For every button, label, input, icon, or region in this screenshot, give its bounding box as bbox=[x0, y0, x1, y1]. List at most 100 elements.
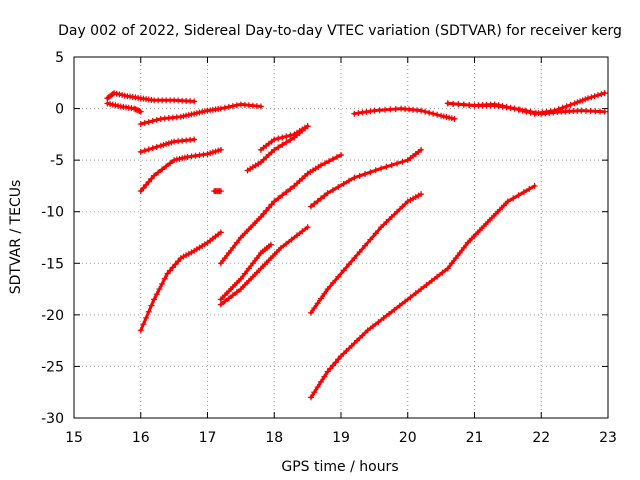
data-point-marker bbox=[141, 147, 148, 154]
data-point-marker bbox=[348, 342, 355, 349]
data-point-marker bbox=[201, 108, 208, 115]
data-point-marker bbox=[149, 145, 156, 152]
data-point-marker bbox=[225, 295, 232, 302]
data-point-marker bbox=[275, 144, 282, 151]
data-point-marker bbox=[380, 314, 387, 321]
data-point-marker bbox=[511, 105, 518, 112]
data-point-marker bbox=[378, 224, 385, 231]
data-point-marker bbox=[448, 115, 455, 122]
data-point-marker bbox=[311, 305, 318, 312]
data-point-marker bbox=[260, 210, 267, 217]
data-point-marker bbox=[184, 154, 191, 161]
data-point-marker bbox=[372, 230, 379, 237]
data-point-marker bbox=[145, 308, 152, 315]
data-point-marker bbox=[148, 175, 155, 182]
data-point-marker bbox=[321, 290, 328, 297]
data-point-marker bbox=[388, 162, 395, 169]
data-point-marker bbox=[241, 270, 248, 277]
data-point-marker bbox=[383, 163, 390, 170]
data-point-marker bbox=[476, 227, 483, 234]
data-point-marker bbox=[283, 133, 290, 140]
data-point-marker bbox=[237, 286, 244, 293]
data-point-marker bbox=[141, 120, 148, 127]
data-point-marker bbox=[283, 240, 290, 247]
data-point-marker bbox=[351, 174, 358, 181]
data-point-marker bbox=[188, 153, 195, 160]
data-point-marker bbox=[311, 200, 318, 207]
series-line bbox=[352, 107, 456, 121]
data-point-marker bbox=[151, 296, 158, 303]
data-point-marker bbox=[355, 110, 362, 117]
data-point-marker bbox=[133, 106, 140, 113]
data-point-marker bbox=[181, 154, 188, 161]
axis-ticks: 15 16 17 18 19 20 21 22 23 -30 -25 -20 -15 -10 -5 0 5 bbox=[41, 50, 617, 446]
data-point-marker bbox=[394, 208, 401, 215]
data-point-marker bbox=[249, 273, 256, 280]
data-point-marker bbox=[265, 257, 272, 264]
data-point-marker bbox=[180, 113, 187, 120]
data-point-marker bbox=[207, 150, 214, 157]
data-point-marker bbox=[209, 149, 216, 156]
series-line bbox=[219, 243, 273, 301]
data-point-marker bbox=[217, 105, 224, 112]
data-point-marker bbox=[329, 187, 336, 194]
data-point-marker bbox=[245, 265, 252, 272]
data-point-marker bbox=[551, 107, 558, 114]
data-point-marker bbox=[137, 108, 144, 115]
data-point-marker bbox=[356, 172, 363, 179]
data-point-marker bbox=[472, 231, 479, 238]
data-point-marker bbox=[159, 166, 166, 173]
data-point-marker bbox=[119, 91, 126, 98]
data-point-marker bbox=[386, 310, 393, 317]
data-point-marker bbox=[225, 288, 232, 295]
series-arc-g bbox=[211, 188, 224, 195]
data-point-marker bbox=[215, 147, 222, 154]
series-arc-n bbox=[307, 191, 425, 316]
data-point-marker bbox=[265, 204, 272, 211]
data-point-marker bbox=[273, 248, 280, 255]
data-point-marker bbox=[335, 183, 342, 190]
data-point-marker bbox=[396, 302, 403, 309]
x-tick-label: 22 bbox=[532, 430, 550, 446]
data-point-marker bbox=[418, 191, 425, 198]
plot-frame bbox=[73, 56, 609, 419]
data-point-marker bbox=[153, 116, 160, 123]
data-point-marker bbox=[237, 275, 244, 282]
data-point-marker bbox=[299, 228, 306, 235]
data-point-marker bbox=[172, 261, 179, 268]
data-point-marker bbox=[460, 244, 467, 251]
data-point-marker bbox=[175, 258, 182, 265]
data-point-marker bbox=[579, 97, 586, 104]
data-point-marker bbox=[176, 155, 183, 162]
data-point-marker bbox=[233, 289, 240, 296]
data-point-marker bbox=[157, 142, 164, 149]
series-arc-p bbox=[351, 105, 458, 122]
data-point-marker bbox=[510, 195, 517, 202]
y-tick-label: -20 bbox=[41, 308, 64, 324]
data-point-marker bbox=[543, 108, 550, 115]
data-point-marker bbox=[159, 280, 166, 287]
data-point-marker bbox=[217, 260, 224, 267]
data-point-marker bbox=[277, 244, 284, 251]
data-point-marker bbox=[423, 281, 430, 288]
data-point-marker bbox=[271, 198, 278, 205]
data-point-marker bbox=[233, 239, 240, 246]
data-point-marker bbox=[329, 156, 336, 163]
data-point-marker bbox=[293, 232, 300, 239]
data-point-marker bbox=[245, 226, 252, 233]
data-point-marker bbox=[253, 269, 260, 276]
data-point-marker bbox=[351, 255, 358, 262]
data-point-marker bbox=[601, 108, 608, 115]
data-point-marker bbox=[263, 207, 270, 214]
data-point-marker bbox=[402, 298, 409, 305]
chart-title: Day 002 of 2022, Sidereal Day-to-day VTE… bbox=[58, 23, 622, 39]
data-point-marker bbox=[317, 162, 324, 169]
data-point-marker bbox=[279, 192, 286, 199]
data-point-marker bbox=[253, 255, 260, 262]
data-point-marker bbox=[131, 105, 138, 112]
data-point-marker bbox=[567, 101, 574, 108]
data-point-marker bbox=[456, 249, 463, 256]
data-point-marker bbox=[464, 239, 471, 246]
data-point-marker bbox=[321, 373, 328, 380]
data-point-marker bbox=[370, 323, 377, 330]
